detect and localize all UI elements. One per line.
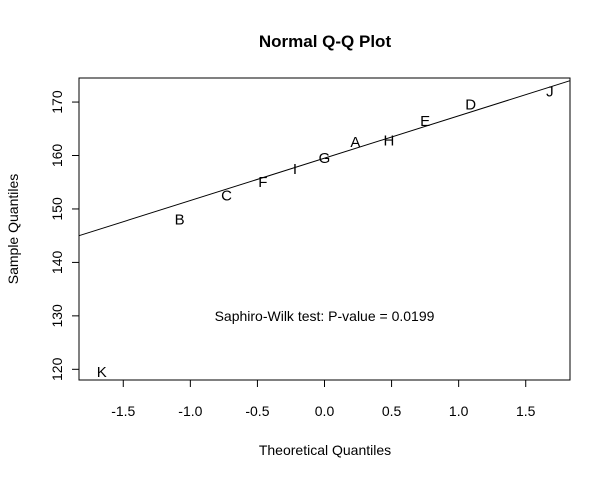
data-point-b: B	[175, 212, 185, 229]
data-point-d: D	[465, 97, 476, 114]
chart-title: Normal Q-Q Plot	[259, 32, 392, 51]
x-axis: -1.5 -1.0 -0.5 0.0 0.5 1.0 1.5	[111, 379, 536, 419]
x-tick-label: 1.0	[449, 403, 469, 419]
x-tick-label: -0.5	[245, 403, 269, 419]
y-tick-label: 170	[49, 90, 65, 114]
data-point-h: H	[383, 133, 394, 150]
y-tick-label: 140	[49, 251, 65, 275]
y-axis-label: Sample Quantiles	[5, 174, 21, 285]
x-tick-label: -1.5	[111, 403, 135, 419]
y-tick-label: 130	[49, 304, 65, 328]
x-tick-label: -1.0	[178, 403, 202, 419]
x-tick-label: 0.5	[382, 403, 402, 419]
y-axis: 120 130 140 150 160 170	[49, 90, 80, 381]
data-point-f: F	[258, 174, 267, 191]
y-tick-label: 160	[49, 144, 65, 168]
data-point-a: A	[350, 134, 360, 151]
y-tick-label: 120	[49, 357, 65, 381]
data-point-e: E	[420, 113, 430, 130]
y-tick-label: 150	[49, 197, 65, 221]
data-point-k: K	[97, 364, 107, 381]
qq-reference-line	[78, 80, 571, 237]
data-point-i: I	[293, 161, 297, 178]
x-tick-label: 0.0	[315, 403, 335, 419]
data-point-c: C	[221, 188, 232, 205]
plot-area-frame	[78, 77, 571, 381]
data-point-labels: K B C F I G A H E D J	[97, 83, 554, 381]
x-axis-label: Theoretical Quantiles	[259, 442, 391, 458]
x-tick-label: 1.5	[516, 403, 536, 419]
data-point-g: G	[319, 150, 331, 167]
data-point-j: J	[546, 83, 554, 100]
shapiro-wilk-annotation: Saphiro-Wilk test: P-value = 0.0199	[215, 308, 435, 324]
